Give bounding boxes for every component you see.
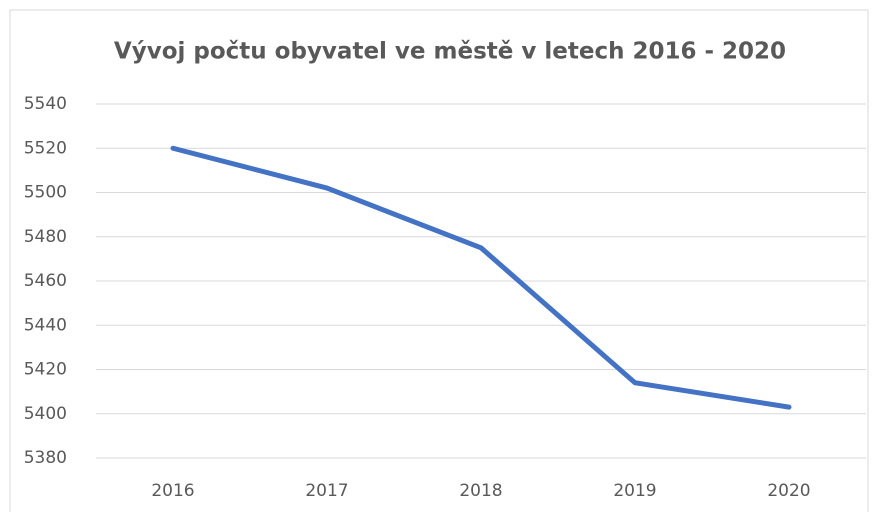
y-tick-label: 5480 [24, 227, 67, 247]
y-tick-label: 5420 [24, 360, 67, 380]
y-tick-label: 5400 [24, 404, 67, 424]
y-tick-label: 5440 [24, 315, 67, 335]
y-tick-label: 5380 [24, 448, 67, 468]
y-tick-label: 5500 [24, 183, 67, 203]
x-tick-label: 2020 [767, 481, 810, 501]
y-tick-label: 5520 [24, 138, 67, 158]
x-tick-label: 2016 [151, 481, 194, 501]
chart-title: Vývoj počtu obyvatel ve městě v letech 2… [114, 39, 786, 65]
chart-border [9, 9, 869, 512]
y-tick-label: 5540 [24, 94, 67, 114]
y-tick-label: 5460 [24, 271, 67, 291]
x-tick-label: 2019 [613, 481, 656, 501]
data-line [170, 145, 792, 410]
x-tick-label: 2018 [459, 481, 502, 501]
x-tick-label: 2017 [305, 481, 348, 501]
